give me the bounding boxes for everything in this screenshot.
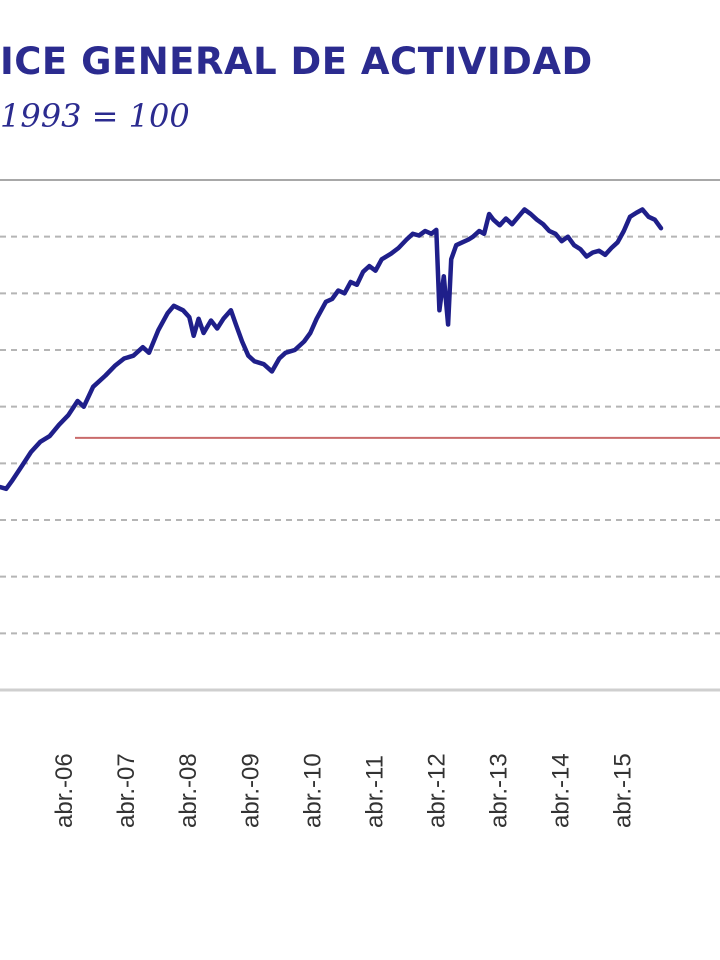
x-tick-labels: abr.-06 abr.-07 abr.-08 abr.-09 abr.-10 abr.-… [51, 753, 637, 828]
x-tick-label: abr.-11 [361, 755, 388, 828]
y-gridlines [0, 235, 720, 635]
chart-title: ICE GENERAL DE ACTIVIDAD [0, 40, 593, 83]
chart-subtitle: 1993 = 100 [0, 97, 190, 135]
x-tick-label: abr.-07 [113, 753, 140, 828]
x-tick-label: abr.-08 [175, 753, 202, 828]
x-tick-label: abr.-12 [423, 753, 450, 828]
x-tick-label: abr.-09 [237, 753, 264, 828]
series-line [0, 207, 664, 492]
x-tick-label: abr.-13 [486, 753, 513, 828]
x-tick-label: abr.-06 [51, 753, 78, 828]
x-tick-label: abr.-15 [610, 753, 637, 828]
x-tick-label: abr.-10 [299, 753, 326, 828]
x-tick-label: abr.-14 [548, 753, 575, 828]
